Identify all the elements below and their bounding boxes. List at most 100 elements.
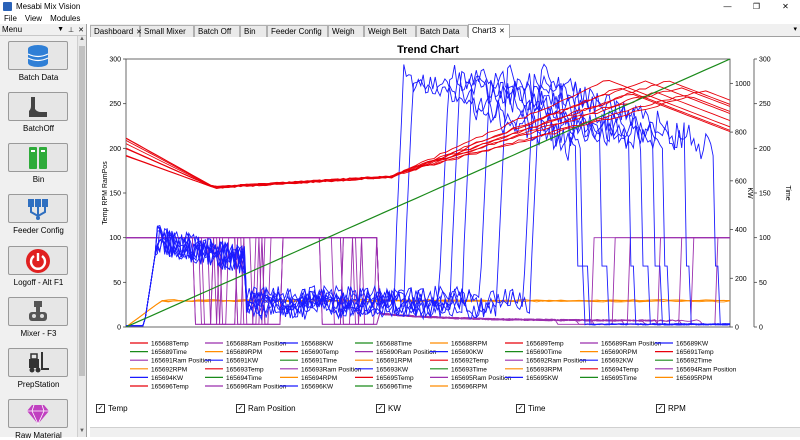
y-time-tick-label: 50 — [759, 280, 767, 287]
filter-rpm[interactable]: ✓ RPM — [656, 404, 686, 413]
nav-label: Raw Material — [15, 431, 62, 440]
tab-weigh[interactable]: Weigh — [328, 25, 364, 37]
tab-label: Batch Data — [420, 27, 460, 36]
nav-label: BatchOff — [23, 124, 54, 133]
y-left-tick-label: 150 — [109, 191, 121, 198]
tab-batch-data[interactable]: Batch Data — [416, 25, 468, 37]
tab-chart3[interactable]: Chart3 ✕ — [468, 24, 510, 38]
y-kw-tick-label: 600 — [735, 178, 747, 185]
y-time-tick-label: 300 — [759, 57, 771, 64]
legend-entry: 165693Time — [451, 366, 487, 373]
minimize-button[interactable]: — — [723, 2, 732, 11]
legend-entry: 165695Ram Position — [451, 375, 512, 382]
legend-entry: 165690Temp — [301, 349, 339, 356]
tab-feeder-config[interactable]: Feeder Config — [267, 25, 328, 37]
checkbox[interactable]: ✓ — [96, 404, 105, 413]
y-kw-tick-label: 200 — [735, 276, 747, 283]
legend-entry: 165696Temp — [151, 384, 189, 391]
y-kw-tick-label: 1000 — [735, 81, 751, 88]
legend-entry: 165690Time — [526, 349, 562, 356]
filter-time[interactable]: ✓ Time — [516, 404, 545, 413]
checkbox-label: Time — [528, 404, 546, 413]
nav-button-logoff-alt-f1[interactable] — [8, 246, 68, 275]
filter-ram-position[interactable]: ✓ Ram Position — [236, 404, 296, 413]
nav-label: Feeder Config — [13, 226, 64, 235]
nav-button-raw-material[interactable] — [8, 399, 68, 428]
legend-entry: 165692Temp — [451, 358, 489, 365]
legend-entry: 165694Ram Position — [676, 366, 737, 373]
menu-modules[interactable]: Modules — [50, 14, 81, 23]
nav-scrollbar[interactable]: ▲ ▼ — [77, 36, 86, 437]
legend-entry: 165691RPM — [376, 358, 412, 365]
legend-entry: 165695Temp — [376, 375, 414, 382]
panel-close-icon[interactable]: ✕ — [78, 26, 84, 34]
tab-label: Small Mixer — [144, 27, 186, 36]
legend-entry: 165689RPM — [226, 349, 262, 356]
checkbox[interactable]: ✓ — [376, 404, 385, 413]
nav-button-mixer-f3[interactable] — [8, 297, 68, 326]
menu-panel-title: Menu — [2, 25, 23, 34]
filter-temp[interactable]: ✓ Temp — [96, 404, 128, 413]
checkbox[interactable]: ✓ — [236, 404, 245, 413]
menu-view[interactable]: View — [24, 14, 43, 23]
scroll-down-icon[interactable]: ▼ — [79, 428, 85, 434]
panel-dropdown-icon[interactable]: ▼ — [57, 25, 65, 33]
scroll-up-icon[interactable]: ▲ — [79, 36, 85, 42]
ram-position-series-line — [126, 237, 730, 325]
nav-button-feeder-config[interactable] — [8, 194, 68, 223]
scroll-thumb[interactable] — [79, 46, 85, 376]
pin-icon[interactable]: ⊥ — [68, 26, 75, 34]
tab-bin[interactable]: Bin — [240, 25, 267, 37]
y-left-tick-label: 300 — [109, 57, 121, 64]
legend-entry: 165691Time — [301, 358, 337, 365]
y-left-tick-label: 250 — [109, 101, 121, 108]
chart-page: Trend Chart 0 50 100 150 200 250 300 0 200 400 600 8… — [90, 38, 800, 437]
checkbox[interactable]: ✓ — [656, 404, 665, 413]
y-left-tick-label: 100 — [109, 235, 121, 242]
legend-entry: 165689Ram Position — [601, 341, 662, 348]
ram-position-series-line — [126, 237, 730, 325]
trend-chart: Trend Chart 0 50 100 150 200 250 300 0 200 400 600 8… — [102, 44, 791, 391]
legend-entry: 165688Time — [376, 341, 412, 348]
legend-entry: 165695Time — [601, 375, 637, 382]
feeder-icon — [25, 196, 51, 222]
checkbox-label: RPM — [668, 404, 686, 413]
close-button[interactable]: ✕ — [782, 2, 789, 11]
menu-file[interactable]: File — [4, 14, 17, 23]
legend-entry: 165688KW — [301, 341, 334, 348]
tab-close-icon[interactable]: ✕ — [499, 28, 505, 35]
legend-entry: 165696RPM — [451, 384, 487, 391]
tab-list-dropdown-icon[interactable]: ▾ — [793, 26, 797, 33]
kw-series-line — [126, 63, 730, 327]
tab-label: Batch Off — [198, 27, 232, 36]
title-bar: Mesabi Mix Vision — ❐ ✕ — [0, 0, 800, 13]
restore-button[interactable]: ❐ — [752, 2, 761, 11]
nav-button-batchoff[interactable] — [8, 92, 68, 121]
kw-series-line — [126, 64, 730, 327]
batchoff-icon — [25, 94, 51, 120]
tab-label: Bin — [244, 27, 256, 36]
tab-label: Weigh — [332, 27, 355, 36]
y-time-tick-label: 0 — [759, 325, 763, 332]
y-left-tick-label: 50 — [113, 280, 121, 287]
tab-batch-off[interactable]: Batch Off — [194, 25, 240, 37]
nav-list: Batch Data BatchOff Bin Feeder Config Logoff… — [0, 36, 87, 440]
tab-small-mixer[interactable]: Small Mixer — [140, 25, 194, 37]
time-series-line — [126, 59, 730, 327]
tab-close-icon[interactable]: ✕ — [136, 29, 143, 36]
filter-kw[interactable]: ✓ KW — [376, 404, 401, 413]
checkbox[interactable]: ✓ — [516, 404, 525, 413]
nav-button-batch-data[interactable] — [8, 41, 68, 70]
legend-entry: 165690Ram Position — [376, 349, 437, 356]
legend-entry: 165692Time — [676, 358, 712, 365]
nav-button-bin[interactable] — [8, 143, 68, 172]
horizontal-scrollbar[interactable] — [90, 427, 800, 437]
tab-weigh-belt[interactable]: Weigh Belt — [364, 25, 416, 37]
y-time-tick-label: 250 — [759, 101, 771, 108]
legend-entry: 165693Temp — [226, 366, 264, 373]
checkbox-label: Ram Position — [248, 404, 296, 413]
tab-dashboard[interactable]: Dashboard ✕ — [90, 25, 143, 37]
nav-button-prepstation[interactable] — [8, 348, 68, 377]
legend-entry: 165695RPM — [676, 375, 712, 382]
legend-entry: 165690KW — [451, 349, 484, 356]
